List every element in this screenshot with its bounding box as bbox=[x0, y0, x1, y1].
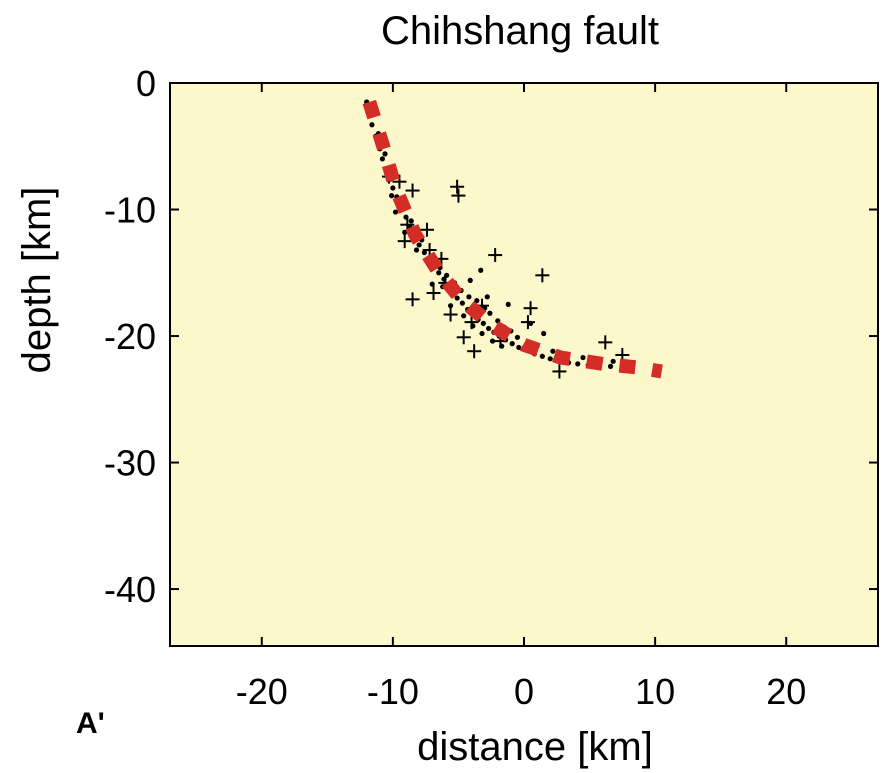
earthquake-cross bbox=[523, 301, 538, 316]
earthquake-dot bbox=[408, 218, 414, 224]
earthquake-dot bbox=[550, 348, 556, 354]
earthquake-cross bbox=[488, 248, 503, 263]
earthquake-dot bbox=[539, 353, 545, 359]
earthquake-dot bbox=[474, 298, 480, 304]
x-tick-label: -20 bbox=[236, 671, 288, 712]
earthquake-dot bbox=[402, 229, 408, 235]
fault-trace bbox=[362, 99, 663, 379]
earthquake-dot bbox=[459, 300, 465, 306]
earthquake-dot bbox=[516, 344, 522, 351]
earthquake-dot bbox=[413, 247, 420, 253]
earthquake-dot bbox=[436, 270, 442, 276]
earthquake-dot bbox=[382, 151, 388, 157]
fault-trace-line bbox=[362, 99, 663, 379]
y-tick-label: -10 bbox=[104, 190, 156, 231]
y-tick-label: -30 bbox=[104, 443, 156, 484]
y-tick-label: -40 bbox=[104, 569, 156, 610]
earthquake-cross bbox=[552, 364, 567, 379]
earthquake-dot bbox=[369, 122, 375, 128]
earthquake-cross bbox=[535, 268, 550, 283]
earthquake-dot bbox=[514, 334, 521, 340]
earthquake-dot bbox=[478, 267, 484, 273]
earthquake-dot bbox=[541, 330, 547, 337]
earthquake-cross bbox=[451, 188, 466, 203]
earthquake-cross bbox=[450, 179, 465, 194]
corner-label: A' bbox=[76, 707, 105, 740]
y-tick-label: -20 bbox=[104, 316, 156, 357]
x-axis-label: distance [km] bbox=[417, 725, 653, 769]
x-tick-label: 0 bbox=[514, 671, 534, 712]
earthquake-dot bbox=[489, 338, 496, 344]
earthquake-cross bbox=[405, 183, 420, 198]
earthquake-cross bbox=[598, 335, 613, 350]
plot-area bbox=[169, 82, 879, 647]
earthquake-dot bbox=[575, 361, 581, 367]
y-tick-label: 0 bbox=[136, 63, 156, 104]
earthquake-dot bbox=[388, 193, 395, 199]
earthquake-dot bbox=[607, 363, 614, 369]
x-tick-label: 20 bbox=[766, 671, 806, 712]
y-axis-label: depth [km] bbox=[15, 187, 59, 374]
earthquake-dot bbox=[467, 277, 473, 283]
earthquake-cross bbox=[397, 234, 412, 249]
x-tick-label: 10 bbox=[635, 671, 675, 712]
earthquake-dot bbox=[454, 295, 460, 301]
earthquake-dot bbox=[416, 242, 422, 248]
earthquake-dot bbox=[390, 185, 396, 191]
earthquake-cross bbox=[520, 315, 535, 330]
chart-title: Chihshang fault bbox=[381, 9, 659, 53]
earthquake-dot bbox=[487, 310, 493, 316]
earthquake-dot bbox=[610, 358, 616, 364]
earthquake-dot bbox=[509, 341, 515, 347]
earthquake-dot bbox=[379, 156, 385, 162]
earthquake-dot bbox=[479, 330, 485, 337]
earthquake-dot bbox=[580, 354, 586, 361]
earthquake-dot bbox=[421, 249, 427, 256]
axis-ticks: -20 -10 0 10 20 0 -10 -20 -30 -40 bbox=[104, 63, 878, 712]
earthquake-cross bbox=[419, 222, 434, 237]
earthquake-cross bbox=[426, 286, 441, 301]
earthquake-dot bbox=[480, 320, 486, 326]
earthquake-dot bbox=[461, 313, 467, 319]
earthquake-dot bbox=[447, 303, 454, 309]
earthquake-dot bbox=[547, 356, 553, 362]
earthquake-dot bbox=[429, 281, 435, 287]
earthquake-dot bbox=[486, 325, 492, 332]
earthquake-dot bbox=[505, 301, 511, 308]
earthquake-cross bbox=[464, 315, 479, 330]
earthquake-dot bbox=[484, 294, 490, 300]
earthquake-cross bbox=[467, 344, 482, 359]
earthquake-cross bbox=[443, 307, 458, 322]
earthquake-dot bbox=[466, 294, 472, 300]
earthquake-dot bbox=[392, 209, 399, 215]
earthquake-cross bbox=[405, 292, 420, 307]
x-tick-label: -10 bbox=[367, 671, 419, 712]
earthquake-cross bbox=[456, 330, 471, 345]
